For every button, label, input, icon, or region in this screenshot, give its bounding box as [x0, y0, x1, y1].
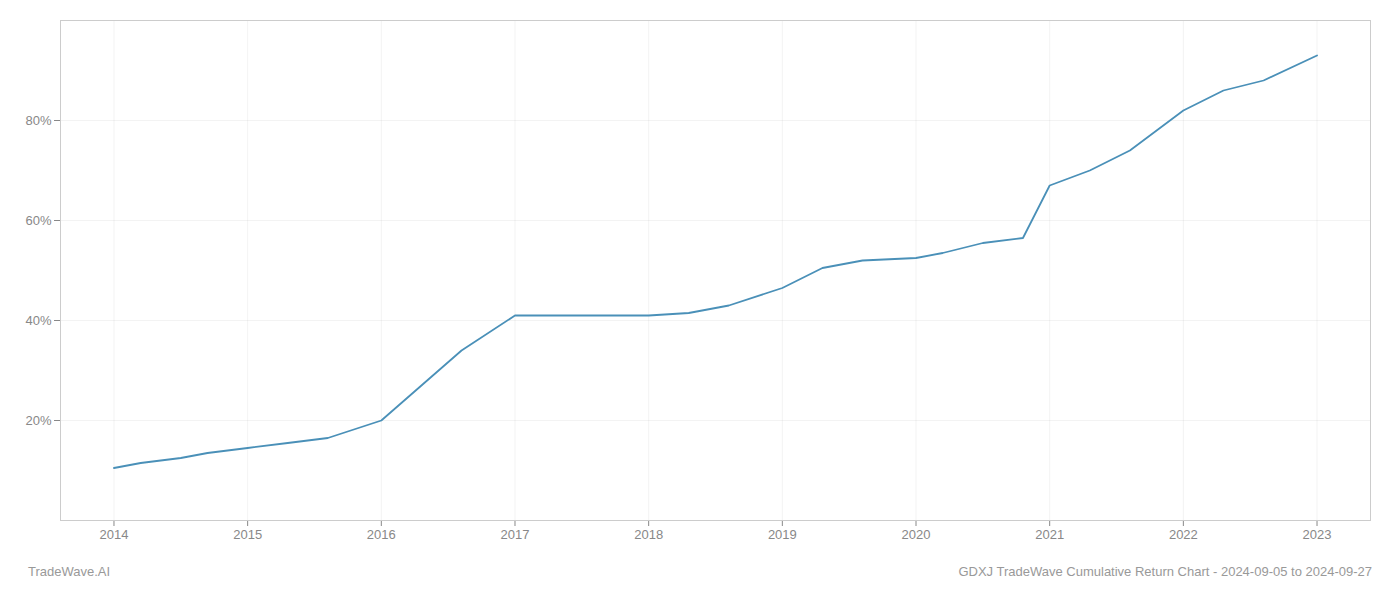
svg-text:2018: 2018 — [634, 527, 663, 542]
svg-text:2015: 2015 — [233, 527, 262, 542]
svg-text:60%: 60% — [25, 213, 51, 228]
svg-text:2016: 2016 — [367, 527, 396, 542]
svg-text:40%: 40% — [25, 313, 51, 328]
svg-text:2014: 2014 — [100, 527, 129, 542]
svg-text:2017: 2017 — [501, 527, 530, 542]
svg-text:80%: 80% — [25, 113, 51, 128]
html-text:GDXJ TradeWave Cumulative Retu: GDXJ TradeWave Cumulative Return Chart -… — [958, 564, 1372, 579]
svg-text:2019: 2019 — [768, 527, 797, 542]
html-text:TradeWave.AI: TradeWave.AI — [28, 564, 111, 579]
svg-text:20%: 20% — [25, 413, 51, 428]
svg-text:2023: 2023 — [1303, 527, 1332, 542]
svg-text:2022: 2022 — [1169, 527, 1198, 542]
svg-text:2020: 2020 — [902, 527, 931, 542]
svg-text:2021: 2021 — [1035, 527, 1064, 542]
